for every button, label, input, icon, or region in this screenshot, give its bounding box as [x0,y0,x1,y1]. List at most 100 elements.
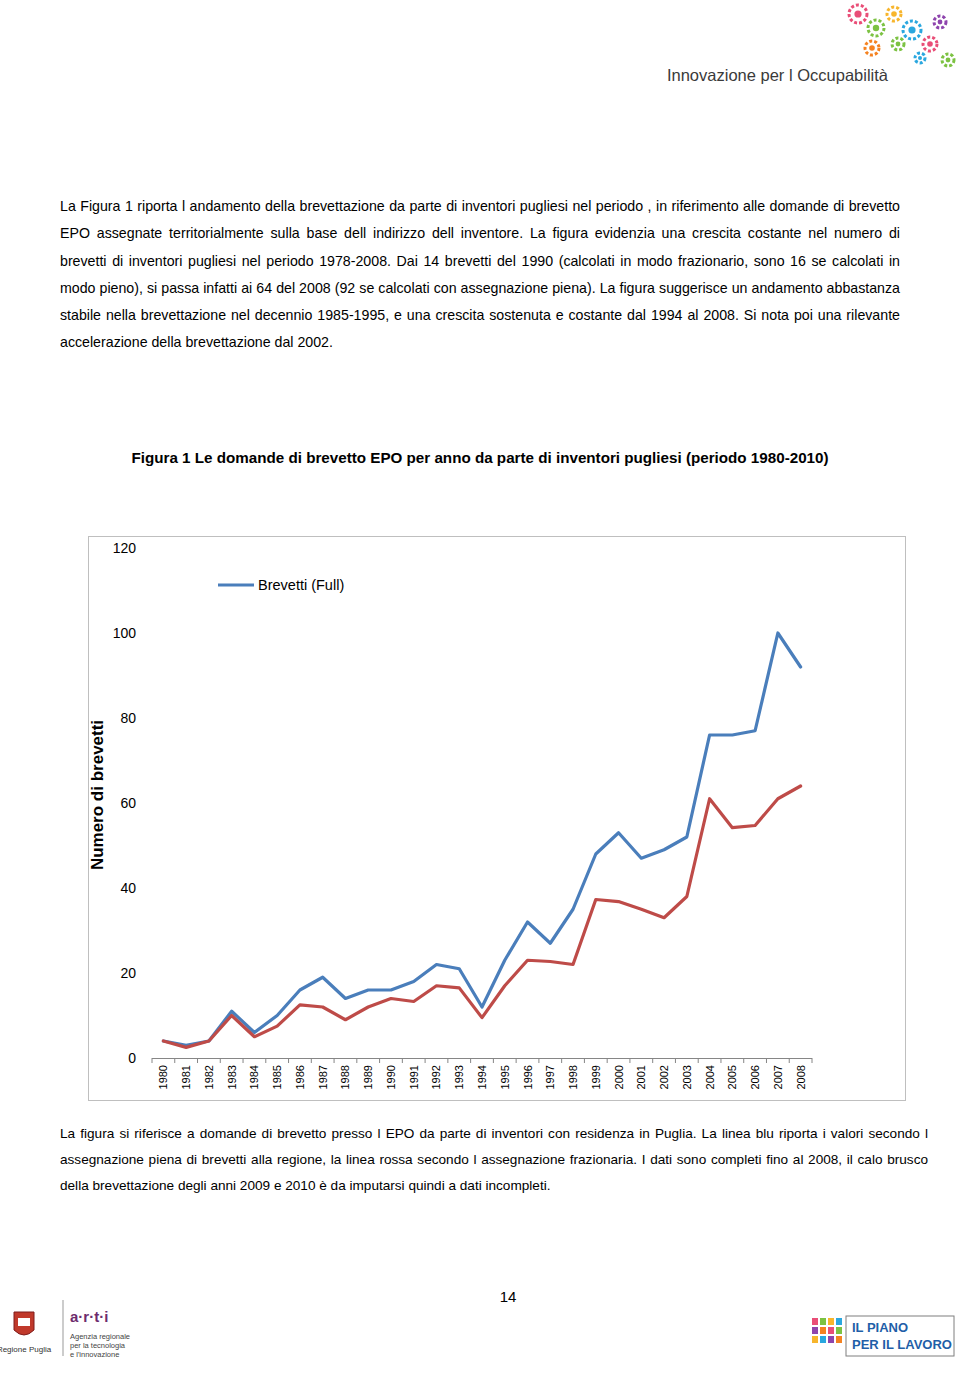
x-tick-label: 1988 [339,1065,351,1089]
x-axis-tick [789,1058,790,1063]
x-tick-label: 2002 [658,1065,670,1089]
logo-square [820,1336,826,1343]
gear-icon [891,11,897,17]
gear-icon [918,56,922,60]
logo-square [828,1327,834,1334]
logo-square [820,1327,826,1334]
x-axis-tick [766,1058,767,1063]
x-axis-tick [311,1058,312,1063]
legend-label: Brevetti (Full) [258,577,344,593]
x-axis-tick [174,1058,175,1063]
x-axis-tick [197,1058,198,1063]
x-tick-label: 1993 [453,1065,465,1089]
x-tick-label: 1991 [408,1065,420,1089]
gear-icon [923,37,937,51]
y-tick-label: 40 [120,880,136,896]
x-tick-label: 1986 [294,1065,306,1089]
x-axis-tick [584,1058,585,1063]
paragraph: La Figura 1 riporta l andamento della br… [60,193,900,357]
x-axis-tick [743,1058,744,1063]
gear-icon [887,7,901,21]
x-axis-tick [447,1058,448,1063]
gear-icon [938,20,943,25]
x-tick-label: 1989 [362,1065,374,1089]
footer-logo-text: IL PIANO [852,1320,908,1335]
logo-square [812,1318,818,1325]
x-tick-label: 2006 [749,1065,761,1089]
gear-icon [942,54,954,66]
x-tick-label: 2003 [681,1065,693,1089]
y-tick-label: 80 [120,710,136,726]
x-tick-label: 1980 [157,1065,169,1089]
series-line [163,633,800,1045]
logo-square [812,1327,818,1334]
x-axis-tick [470,1058,471,1063]
x-axis-tick [425,1058,426,1063]
gear-icon [854,10,861,17]
x-tick-label: 2008 [795,1065,807,1089]
y-tick-label: 0 [128,1050,136,1066]
x-axis-tick [493,1058,494,1063]
gear-icon [934,16,946,28]
figure-caption: La figura si riferisce a domande di brev… [60,1121,928,1199]
gear-icon [946,58,951,63]
x-tick-label: 1999 [590,1065,602,1089]
x-tick-label: 2004 [704,1065,716,1089]
logo-square [820,1318,826,1325]
gear-icon [865,41,879,55]
x-tick-label: 1997 [544,1065,556,1089]
y-axis-label: Numero di brevetti [88,720,107,870]
gear-icon [892,38,904,50]
logo-square [836,1336,842,1343]
x-tick-label: 1982 [203,1065,215,1089]
x-axis-tick [629,1058,630,1063]
x-tick-label: 1987 [317,1065,329,1089]
x-axis-tick [243,1058,244,1063]
logo-square [836,1327,842,1334]
logo-square [828,1336,834,1343]
gear-icon [908,26,915,33]
x-tick-label: 1994 [476,1065,488,1089]
x-tick-label: 1996 [522,1065,534,1089]
x-axis-tick [288,1058,289,1063]
footer-logo-text: e l'innovazione [70,1350,119,1359]
gear-icon [896,42,901,47]
x-tick-label: 1984 [248,1065,260,1089]
gear-icon [869,45,875,51]
x-axis-tick [607,1058,608,1063]
x-axis-tick [720,1058,721,1063]
x-axis-tick [220,1058,221,1063]
chart: 0204060801001201980198119821983198419851… [0,0,960,1376]
footer-logo-text: PER IL LAVORO [852,1337,952,1352]
footer-logo-text: Regione Puglia [0,1345,52,1354]
x-axis-tick [516,1058,517,1063]
footer-divider [63,1300,64,1356]
plot-area [163,633,800,1047]
x-tick-label: 1995 [499,1065,511,1089]
y-tick-label: 120 [113,540,137,556]
crest-icon [18,1318,30,1326]
logo-square [828,1318,834,1325]
crest-icon [14,1312,34,1335]
x-tick-label: 2007 [772,1065,784,1089]
x-axis-tick [698,1058,699,1063]
x-axis-tick [356,1058,357,1063]
x-axis-tick [812,1058,813,1063]
x-tick-label: 1998 [567,1065,579,1089]
x-axis-tick [652,1058,653,1063]
logo-square [812,1336,818,1343]
gear-icon [873,25,879,31]
logo-square [836,1318,842,1325]
x-axis-tick [152,1058,153,1063]
gear-icon [849,5,867,23]
x-tick-label: 1981 [180,1065,192,1089]
x-axis-tick [265,1058,266,1063]
legend-swatch [218,583,254,586]
figure-title: Figura 1 Le domande di brevetto EPO per … [60,449,900,466]
series-line [163,786,800,1047]
gear-icon [868,20,884,36]
x-axis-tick [538,1058,539,1063]
y-tick-label: 100 [113,625,137,641]
page-number: 14 [480,1288,536,1305]
logo-frame [846,1316,954,1356]
